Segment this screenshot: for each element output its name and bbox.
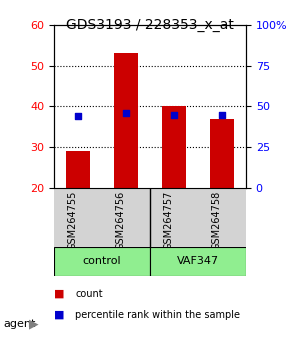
Bar [114,53,138,188]
Text: VAF347: VAF347 [177,256,219,267]
Text: GDS3193 / 228353_x_at: GDS3193 / 228353_x_at [66,18,234,32]
FancyBboxPatch shape [150,247,246,276]
Text: GSM264756: GSM264756 [116,191,126,250]
Text: count: count [75,289,103,299]
Text: percentile rank within the sample: percentile rank within the sample [75,310,240,320]
FancyBboxPatch shape [54,247,150,276]
Text: GSM264757: GSM264757 [164,191,174,250]
Text: ■: ■ [54,289,64,299]
Bar [66,151,90,188]
Point [172,112,176,118]
Text: GSM264758: GSM264758 [212,191,222,250]
Text: ▶: ▶ [28,318,38,330]
Text: agent: agent [3,319,35,329]
Bar [210,119,234,188]
Bar [162,107,186,188]
Text: GSM264755: GSM264755 [68,191,78,250]
Point [124,110,128,116]
Point [76,113,80,119]
Text: control: control [83,256,121,267]
Point [220,112,224,118]
Text: ■: ■ [54,310,64,320]
